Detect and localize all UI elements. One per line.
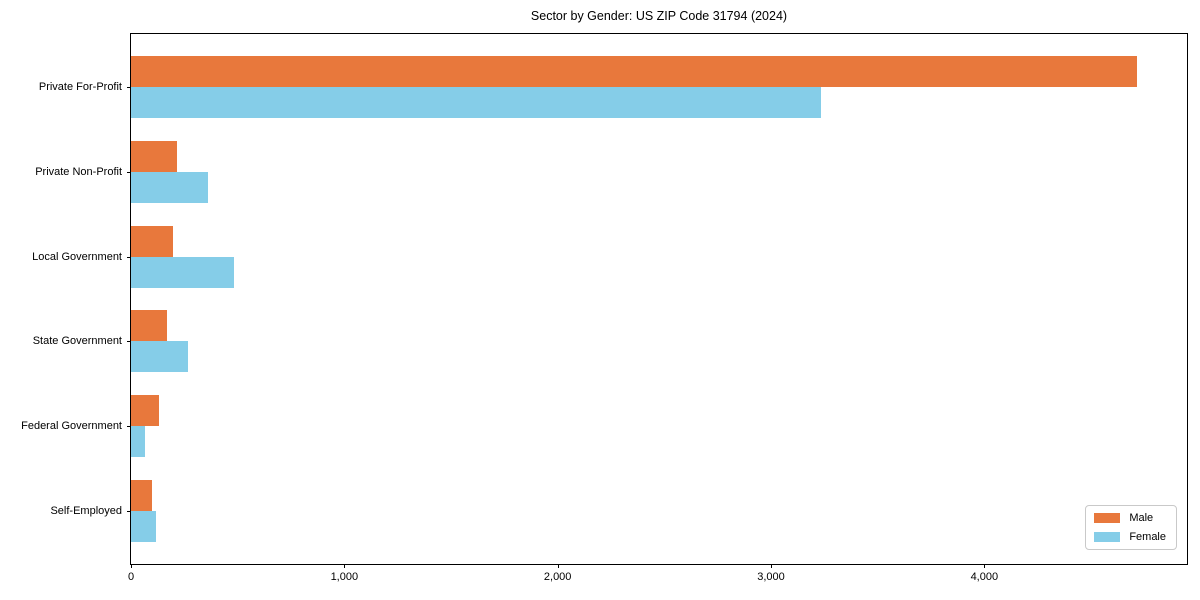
bar-male-1	[131, 141, 178, 172]
bar-female-5	[131, 510, 156, 542]
y-tick-mark	[127, 172, 131, 173]
x-tick-label: 1,000	[330, 571, 359, 583]
y-tick-label: Private Non-Profit	[35, 166, 122, 178]
x-tick-mark	[771, 564, 772, 568]
category-row: Local Government	[32, 214, 1187, 299]
y-tick-label: Local Government	[32, 250, 122, 263]
bar-female-1	[131, 172, 209, 203]
bar-male-5	[131, 479, 153, 511]
bar-female-3	[131, 341, 189, 373]
legend-label-female: Female	[1129, 531, 1166, 543]
category-row: State Government	[33, 299, 1187, 384]
x-tick-mark	[557, 564, 559, 568]
y-tick-label: Private For-Profit	[38, 81, 122, 94]
bar-male-4	[131, 395, 159, 427]
y-tick-mark	[127, 426, 131, 428]
category-row: Self-Employed	[50, 468, 1187, 553]
bar-male-2	[131, 225, 174, 257]
y-tick-label: Federal Government	[21, 420, 122, 433]
legend-item-female: Female	[1094, 531, 1166, 543]
bar-female-4	[131, 426, 146, 458]
y-tick-label: State Government	[32, 335, 122, 348]
x-tick-label: 4,000	[970, 571, 999, 583]
category-row: Federal Government	[21, 384, 1187, 469]
x-tick-label: 0	[127, 571, 135, 583]
legend: Male Female	[1085, 505, 1177, 550]
bar-female-2	[131, 256, 235, 288]
bar-male-0	[131, 56, 1138, 88]
y-tick-label: Self-Employed	[50, 504, 122, 517]
x-tick-mark	[131, 564, 132, 568]
female-swatch-icon	[1094, 532, 1121, 542]
male-swatch-icon	[1094, 513, 1121, 523]
x-tick-mark	[344, 564, 346, 568]
category-row: Private Non-Profit	[35, 130, 1187, 215]
chart-title: Sector by Gender: US ZIP Code 31794 (202…	[530, 9, 788, 23]
legend-item-male: Male	[1094, 512, 1166, 524]
bar-male-3	[131, 310, 168, 342]
y-tick-mark	[127, 87, 131, 89]
y-tick-mark	[127, 256, 131, 258]
bar-female-0	[131, 87, 821, 119]
x-tick-label: 2,000	[543, 571, 572, 583]
plot-area: Private For-Profit Private Non-Profit Loca…	[21, 33, 1188, 583]
legend-label-male: Male	[1129, 512, 1154, 524]
x-tick-label: 3,000	[757, 571, 785, 583]
category-row: Private For-Profit	[39, 45, 1187, 130]
bar-rows: Private For-Profit Private Non-Profit Loca…	[21, 45, 1187, 553]
y-tick-mark	[127, 510, 131, 512]
y-tick-mark	[127, 341, 131, 343]
x-tick-mark	[984, 564, 986, 568]
